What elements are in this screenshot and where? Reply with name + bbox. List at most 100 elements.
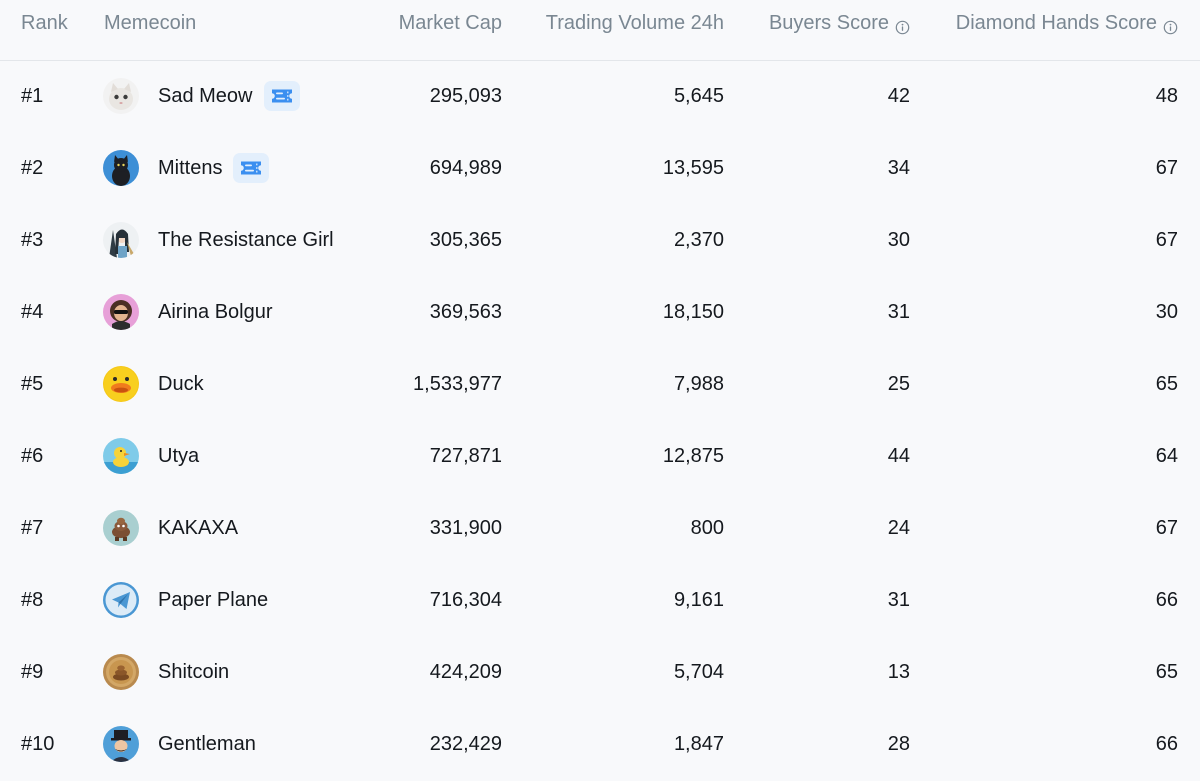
kakaxa-avatar xyxy=(103,510,139,546)
market-cap-cell: 295,093 xyxy=(429,85,502,107)
trading-volume-cell: 13,595 xyxy=(662,157,724,179)
column-header-buyers-score-label: Buyers Score xyxy=(768,12,889,34)
column-header-diamond-hands-score[interactable]: Diamond Hands Score xyxy=(956,10,1178,36)
table-row[interactable]: #10 Gentleman 232,429 1,847 28 66 xyxy=(0,708,1200,780)
trading-volume-cell: 5,704 xyxy=(673,661,724,683)
duck-avatar xyxy=(103,366,139,402)
buyers-score-cell: 13 xyxy=(887,661,910,683)
memecoin-name[interactable]: Duck xyxy=(158,373,204,395)
ticket-icon xyxy=(263,81,300,111)
memecoin-name-cell[interactable]: Sad Meow xyxy=(158,60,300,132)
info-circle-icon[interactable] xyxy=(895,16,910,34)
diamond-hands-score-cell: 30 xyxy=(1155,301,1178,323)
memecoin-name-cell[interactable]: Utya xyxy=(158,420,199,492)
buyers-score-cell: 42 xyxy=(887,85,910,107)
buyers-score-cell: 24 xyxy=(887,517,910,539)
diamond-hands-score-cell: 67 xyxy=(1155,517,1178,539)
memecoin-name-cell[interactable]: Airina Bolgur xyxy=(158,276,273,348)
airina-avatar xyxy=(103,294,139,330)
memecoin-name-cell[interactable]: Shitcoin xyxy=(158,636,229,708)
rank-cell: #7 xyxy=(21,517,44,539)
memecoin-name[interactable]: Airina Bolgur xyxy=(158,301,273,323)
buyers-score-cell: 31 xyxy=(887,301,910,323)
diamond-hands-score-cell: 64 xyxy=(1155,445,1178,467)
memecoin-name-cell[interactable]: The Resistance Girl xyxy=(158,204,334,276)
buyers-score-cell: 28 xyxy=(887,733,910,755)
buyers-score-cell: 31 xyxy=(887,589,910,611)
table-row[interactable]: #9 Shitcoin 424,209 5,704 13 65 xyxy=(0,636,1200,708)
market-cap-cell: 232,429 xyxy=(429,733,502,755)
buyers-score-cell: 30 xyxy=(887,229,910,251)
market-cap-cell: 694,989 xyxy=(429,157,502,179)
trading-volume-cell: 1,847 xyxy=(673,733,724,755)
column-header-diamond-hands-label: Diamond Hands Score xyxy=(955,12,1157,34)
market-cap-cell: 727,871 xyxy=(429,445,502,467)
market-cap-cell: 424,209 xyxy=(429,661,502,683)
market-cap-cell: 1,533,977 xyxy=(413,373,502,395)
table-row[interactable]: #2 Mittens 694,989 13,595 34 67 xyxy=(0,132,1200,204)
diamond-hands-score-cell: 48 xyxy=(1155,85,1178,107)
memecoin-name[interactable]: Gentleman xyxy=(158,733,256,755)
rank-cell: #5 xyxy=(21,373,44,395)
trading-volume-cell: 2,370 xyxy=(673,229,724,251)
column-header-trading-volume[interactable]: Trading Volume 24h xyxy=(545,12,724,34)
table-row[interactable]: #3 The Resistance Girl 305,365 2,370 30 … xyxy=(0,204,1200,276)
rank-cell: #8 xyxy=(21,589,44,611)
rank-cell: #9 xyxy=(21,661,44,683)
trading-volume-cell: 5,645 xyxy=(673,85,724,107)
buyers-score-cell: 34 xyxy=(887,157,910,179)
rank-cell: #4 xyxy=(21,301,44,323)
table-row[interactable]: #7 KAKAXA 331,900 800 24 67 xyxy=(0,492,1200,564)
table-row[interactable]: #4 Airina Bolgur 369,563 18,150 31 30 xyxy=(0,276,1200,348)
diamond-hands-score-cell: 66 xyxy=(1155,733,1178,755)
column-header-rank[interactable]: Rank xyxy=(21,12,68,34)
rank-cell: #10 xyxy=(21,733,55,755)
memecoin-name-cell[interactable]: KAKAXA xyxy=(158,492,238,564)
diamond-hands-score-cell: 66 xyxy=(1155,589,1178,611)
trading-volume-cell: 9,161 xyxy=(673,589,724,611)
column-header-memecoin[interactable]: Memecoin xyxy=(104,12,197,34)
memecoin-name[interactable]: KAKAXA xyxy=(158,517,239,539)
memecoin-name[interactable]: Paper Plane xyxy=(158,589,269,611)
table-row[interactable]: #8 Paper Plane 716,304 9,161 31 66 xyxy=(0,564,1200,636)
trading-volume-cell: 7,988 xyxy=(673,373,724,395)
market-cap-cell: 369,563 xyxy=(429,301,502,323)
memecoin-name-cell[interactable]: Mittens xyxy=(158,132,270,204)
buyers-score-cell: 44 xyxy=(887,445,910,467)
rank-cell: #6 xyxy=(21,445,44,467)
diamond-hands-score-cell: 65 xyxy=(1155,373,1178,395)
info-circle-icon[interactable] xyxy=(1163,16,1178,34)
memecoin-name[interactable]: The Resistance Girl xyxy=(158,229,334,251)
table-header: Rank Memecoin Market Cap Trading Volume … xyxy=(0,0,1200,61)
memecoin-name[interactable]: Shitcoin xyxy=(158,661,230,683)
column-header-buyers-score[interactable]: Buyers Score xyxy=(769,10,910,36)
black-cat-avatar xyxy=(103,150,139,186)
rank-cell: #3 xyxy=(21,229,44,251)
memecoin-name-cell[interactable]: Gentleman xyxy=(158,708,256,780)
memecoin-name-cell[interactable]: Duck xyxy=(158,348,204,420)
table-row[interactable]: #5 Duck 1,533,977 7,988 25 65 xyxy=(0,348,1200,420)
buyers-score-cell: 25 xyxy=(887,373,910,395)
rank-cell: #1 xyxy=(21,85,44,107)
memecoin-name[interactable]: Sad Meow xyxy=(158,85,253,107)
rank-cell: #2 xyxy=(21,157,44,179)
memecoin-name[interactable]: Mittens xyxy=(158,157,223,179)
diamond-hands-score-cell: 65 xyxy=(1155,661,1178,683)
memecoin-name[interactable]: Utya xyxy=(158,445,200,467)
utya-duck-avatar xyxy=(103,438,139,474)
sad-cat-avatar xyxy=(103,78,139,114)
shitcoin-avatar xyxy=(103,654,139,690)
table-row[interactable]: #6 Utya 727,871 12,875 44 64 xyxy=(0,420,1200,492)
diamond-hands-score-cell: 67 xyxy=(1155,229,1178,251)
market-cap-cell: 716,304 xyxy=(429,589,502,611)
table-row[interactable]: #1 Sad Meow 295,093 5,645 42 48 xyxy=(0,60,1200,132)
diamond-hands-score-cell: 67 xyxy=(1155,157,1178,179)
paper-plane-avatar xyxy=(103,582,139,618)
memecoin-name-cell[interactable]: Paper Plane xyxy=(158,564,268,636)
column-header-market-cap[interactable]: Market Cap xyxy=(398,12,502,34)
gentleman-avatar xyxy=(103,726,139,762)
trading-volume-cell: 12,875 xyxy=(662,445,724,467)
trading-volume-cell: 18,150 xyxy=(662,301,724,323)
trading-volume-cell: 800 xyxy=(690,517,724,539)
